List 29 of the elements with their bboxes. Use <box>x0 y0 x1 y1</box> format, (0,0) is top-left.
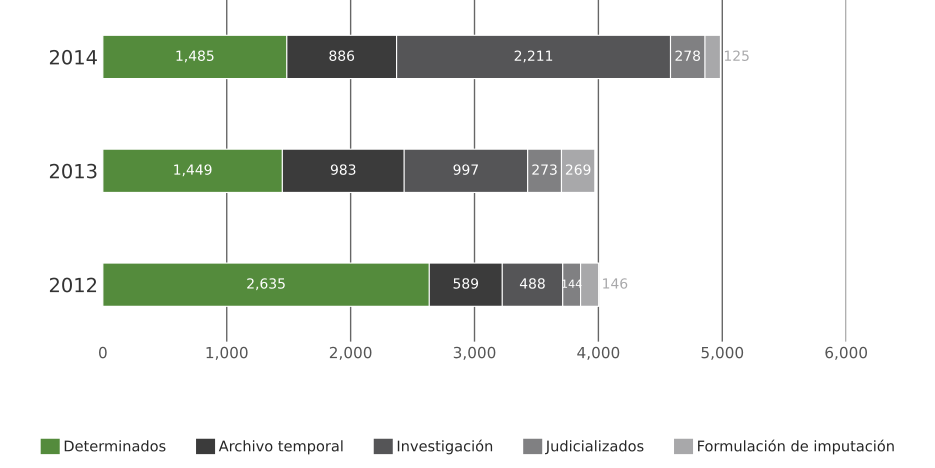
data-label: 269 <box>566 164 590 175</box>
x-tick-label: 5,000 <box>702 346 744 360</box>
legend-label: Judicializados <box>545 440 644 454</box>
data-label: 1,449 <box>174 164 212 176</box>
data-label: 1,485 <box>176 50 214 62</box>
legend-label: Investigación <box>398 440 492 454</box>
x-tick-label: 4,000 <box>577 346 620 360</box>
data-label: 146 <box>603 278 628 289</box>
legend-label: Formulación de imputación <box>698 440 894 454</box>
legend-label: Archivo temporal <box>218 440 343 454</box>
x-tick-label: 2,000 <box>330 346 372 360</box>
data-label: 589 <box>454 278 478 289</box>
x-tick-label: 3,000 <box>454 346 496 360</box>
legend-label: Determinados <box>64 440 166 452</box>
x-tick-label: 6,000 <box>825 346 868 360</box>
data-label: 2,211 <box>514 50 552 62</box>
x-tick-label: 1,000 <box>206 346 248 360</box>
data-label: 886 <box>329 50 354 61</box>
data-label: 2,635 <box>247 278 285 290</box>
data-label: 273 <box>532 164 557 175</box>
data-label: 125 <box>724 50 749 61</box>
data-label: 278 <box>675 50 700 61</box>
data-label: 997 <box>454 164 478 175</box>
x-tick-label: 0 <box>98 346 107 358</box>
data-label: 983 <box>330 164 356 175</box>
y-tick-label: 2014 <box>50 50 97 65</box>
y-tick-label: 2012 <box>50 278 96 292</box>
y-tick-label: 2013 <box>50 164 96 178</box>
data-label: 488 <box>520 278 545 289</box>
